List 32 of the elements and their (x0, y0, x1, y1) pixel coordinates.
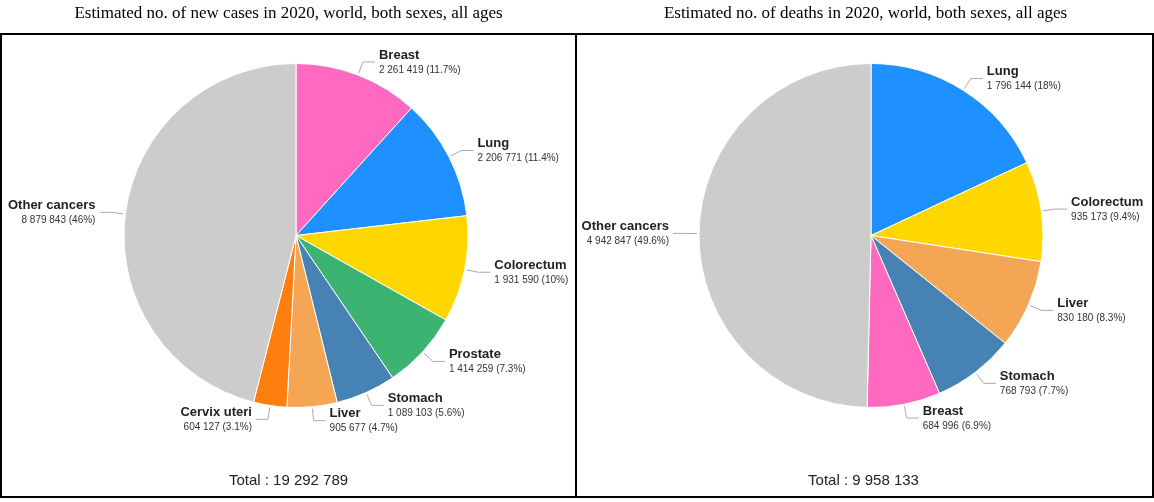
slice-label: Stomach (387, 389, 443, 405)
slice-label: Lung (477, 135, 510, 151)
slice-label: Other cancers (8, 196, 96, 212)
slice-label: Lung (986, 63, 1019, 79)
slice-label: Liver (329, 405, 361, 421)
slice-label: Colorectum (494, 256, 567, 272)
chart-title: Estimated no. of deaths in 2020, world, both sexes, all ages (662, 2, 1069, 24)
data-label: 2 206 771 (11.4%) (477, 152, 559, 164)
data-label: 1 931 590 (10%) (494, 274, 569, 286)
data-label: 935 173 (9.4%) (1071, 210, 1140, 222)
text: Total : 19 292 789 (228, 471, 349, 489)
data-label: 1 089 103 (5.6%) (387, 407, 465, 419)
slice-label: Breast (922, 402, 964, 418)
data-label: 2 261 419 (11.7%) (378, 63, 461, 75)
data-label: 4 942 847 (49.6%) (586, 235, 670, 247)
data-label: 1 796 144 (18%) (986, 80, 1061, 92)
data-label: 604 127 (3.1%) (183, 421, 252, 433)
data-label: 905 677 (4.7%) (329, 422, 398, 434)
slice-label: Liver (1057, 294, 1089, 310)
slice-label: Stomach (999, 367, 1055, 383)
slice-label: Other cancers (581, 217, 670, 233)
slice-label: Breast (378, 46, 421, 62)
slice-label: Cervix uteri (180, 403, 252, 419)
data-label: 1 414 259 (7.3%) (448, 363, 526, 375)
slice-label: Prostate (448, 346, 501, 362)
data-label: 830 180 (8.3%) (1057, 312, 1126, 324)
chart-title: Estimated no. of new cases in 2020, world, both sexes, all ages (73, 2, 504, 24)
text: Total : 9 958 133 (808, 471, 919, 489)
data-label: 684 996 (6.9%) (922, 419, 992, 431)
slice-label: Colorectum (1071, 193, 1144, 209)
data-label: 768 793 (7.7%) (999, 385, 1069, 397)
data-label: 8 879 843 (46%) (21, 214, 96, 226)
